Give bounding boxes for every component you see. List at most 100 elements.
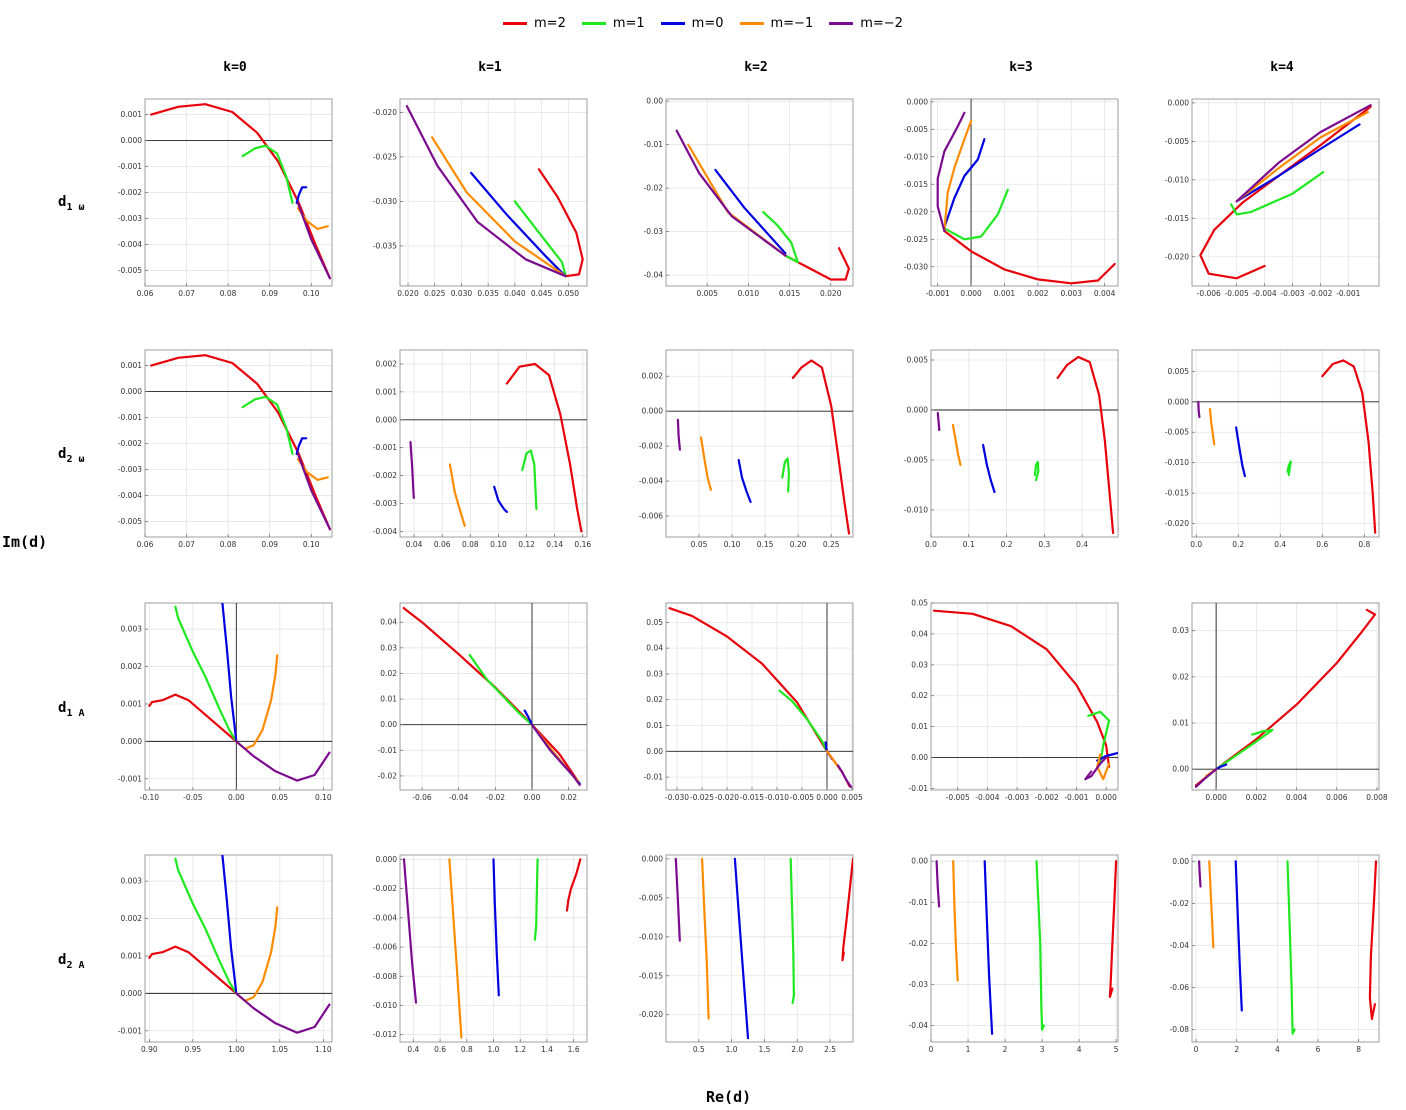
x-tick-label: -0.04 — [449, 793, 469, 802]
panel-3-4: 0 2 4 6 8 0.00 -0.02 -0.04 -0.06 -0.08 — [1170, 854, 1380, 1054]
y-tick-label: 0.01 — [646, 721, 663, 730]
row-header-d2-omega: d2 ω — [58, 446, 85, 465]
x-tick-label: 1.5 — [758, 1045, 770, 1054]
panel-3-2: 0.5 1.0 1.5 2.0 2.5 0.000 -0.005 -0.010 -0.015 -0… — [639, 854, 854, 1054]
x-tick-label: 0.002 — [1246, 793, 1268, 802]
x-tick-label: 0.8 — [1358, 540, 1370, 549]
column-header-k4: k=4 — [1270, 60, 1294, 75]
y-tick-label: -0.030 — [904, 262, 928, 271]
x-tick-label: 0.045 — [531, 289, 553, 298]
y-tick-label: -0.004 — [639, 477, 663, 486]
series-line-m-2 — [148, 693, 238, 743]
panel-0-4: -0.006 -0.005 -0.004 -0.003 -0.002 -0.0010.00… — [1165, 98, 1380, 298]
series-line-m-1 — [943, 188, 1009, 241]
series-line-m-2 — [537, 168, 584, 278]
x-tick-label: 0.020 — [397, 289, 419, 298]
series-line-m-neg1 — [952, 860, 959, 982]
x-tick-label: 0.06 — [137, 540, 154, 549]
y-tick-label: -0.005 — [904, 125, 928, 134]
y-tick-label: 0.003 — [121, 877, 143, 886]
series-line-m-2 — [1108, 860, 1118, 998]
y-tick-label: -0.01 — [909, 784, 929, 793]
series-line-m-neg2 — [1194, 768, 1218, 788]
series-line-m-0 — [1234, 860, 1243, 1012]
panel-2-0: -0.10 -0.05 0.00 0.05 0.10 0.003 0.002 0.001 0.0… — [118, 602, 333, 802]
x-tick-label: -0.003 — [1005, 793, 1029, 802]
x-tick-label: 0.08 — [220, 540, 237, 549]
series-line-m-neg2 — [235, 992, 331, 1034]
plot-frame — [665, 602, 854, 791]
series-line-m-1 — [1033, 460, 1040, 482]
series-line-m-0 — [983, 860, 994, 1035]
y-tick-label: -0.008 — [373, 972, 397, 981]
y-tick-label: -0.025 — [373, 152, 397, 161]
x-tick-label: 0.6 — [1316, 540, 1328, 549]
series-line-m-0 — [295, 186, 308, 204]
series-line-m-neg2 — [676, 418, 681, 451]
y-tick-label: -0.010 — [373, 1001, 397, 1010]
panel-0-2: 0.005 0.010 0.015 0.020 0.00 -0.01 -0.02 -0.03 -… — [644, 97, 854, 298]
y-tick-label: 0.000 — [121, 387, 143, 396]
x-tick-label: 1.0 — [488, 1045, 500, 1054]
series-line-m-neg2 — [235, 740, 331, 782]
series-line-m-1 — [1035, 860, 1045, 1031]
y-tick-label: -0.010 — [1165, 458, 1189, 467]
y-tick-label: -0.01 — [644, 773, 664, 782]
series-line-m-2 — [784, 247, 850, 281]
y-tick-label: 0.05 — [911, 599, 928, 608]
plot-frame — [1191, 854, 1380, 1043]
y-tick-label: 0.000 — [642, 854, 664, 863]
x-tick-label: 4 — [1275, 1045, 1280, 1054]
series-line-m-neg2 — [530, 723, 581, 786]
y-tick-label: -0.020 — [373, 108, 397, 117]
plot-frame — [144, 602, 333, 791]
series-line-m-2 — [1056, 355, 1115, 535]
series-line-m-0 — [714, 168, 787, 255]
legend-swatch — [581, 21, 606, 25]
x-tick-label: 0.25 — [823, 540, 840, 549]
panel-1-2: 0.05 0.10 0.15 0.20 0.25 0.002 0.000 -0.002 -0.0… — [639, 349, 854, 549]
y-tick-label: -0.02 — [1170, 899, 1190, 908]
series-line-m-2 — [1194, 608, 1377, 787]
y-tick-label: 0.002 — [121, 914, 143, 923]
x-tick-label: 0.14 — [546, 540, 563, 549]
x-tick-label: -0.005 — [790, 793, 814, 802]
x-tick-label: 0.000 — [816, 793, 838, 802]
series-line-m-2 — [1368, 860, 1378, 1020]
series-line-m-neg1 — [687, 143, 787, 257]
y-tick-label: 0.000 — [121, 737, 143, 746]
y-tick-label: -0.02 — [644, 184, 664, 193]
series-line-m-neg1 — [1208, 860, 1215, 949]
x-tick-label: 0.3 — [1038, 540, 1050, 549]
panel-1-4: 0.0 0.2 0.4 0.6 0.8 0.005 0.000 -0.005 -0.010 -0.… — [1165, 349, 1380, 549]
series-line-m-2 — [565, 858, 582, 912]
y-tick-label: -0.004 — [118, 240, 142, 249]
y-tick-label: 0.000 — [907, 97, 929, 106]
series-line-m-1 — [1286, 860, 1296, 1035]
plot-frame — [144, 854, 333, 1043]
column-header-k2: k=2 — [744, 60, 768, 75]
y-tick-label: -0.002 — [373, 884, 397, 893]
x-tick-label: 0.003 — [1061, 289, 1083, 298]
y-tick-label: -0.005 — [904, 456, 928, 465]
panel-1-1: 0.04 0.06 0.08 0.10 0.12 0.14 0.16 0.002 0.001 0.… — [373, 349, 591, 549]
plot-frame — [1191, 349, 1380, 538]
x-tick-label: -0.025 — [690, 793, 714, 802]
x-tick-label: 0.008 — [1366, 793, 1388, 802]
series-line-m-1 — [1215, 728, 1274, 771]
y-tick-label: 0.005 — [907, 356, 929, 365]
y-tick-label: 0.04 — [380, 618, 397, 627]
y-tick-label: -0.01 — [909, 898, 929, 907]
row-header-d1-omega: d1 ω — [58, 194, 85, 213]
series-line-m-0 — [295, 437, 308, 455]
series-line-m-neg2 — [296, 452, 331, 531]
series-line-m-2 — [791, 359, 851, 535]
y-tick-label: 0.000 — [376, 415, 398, 424]
y-axis-label: Im(d) — [2, 533, 48, 551]
y-tick-label: 0.000 — [907, 406, 929, 415]
series-line-m-2 — [148, 945, 238, 995]
x-tick-label: -0.02 — [486, 793, 506, 802]
series-line-m-1 — [781, 457, 790, 493]
x-tick-label: 0.06 — [434, 540, 451, 549]
series-line-m-2 — [505, 362, 583, 533]
